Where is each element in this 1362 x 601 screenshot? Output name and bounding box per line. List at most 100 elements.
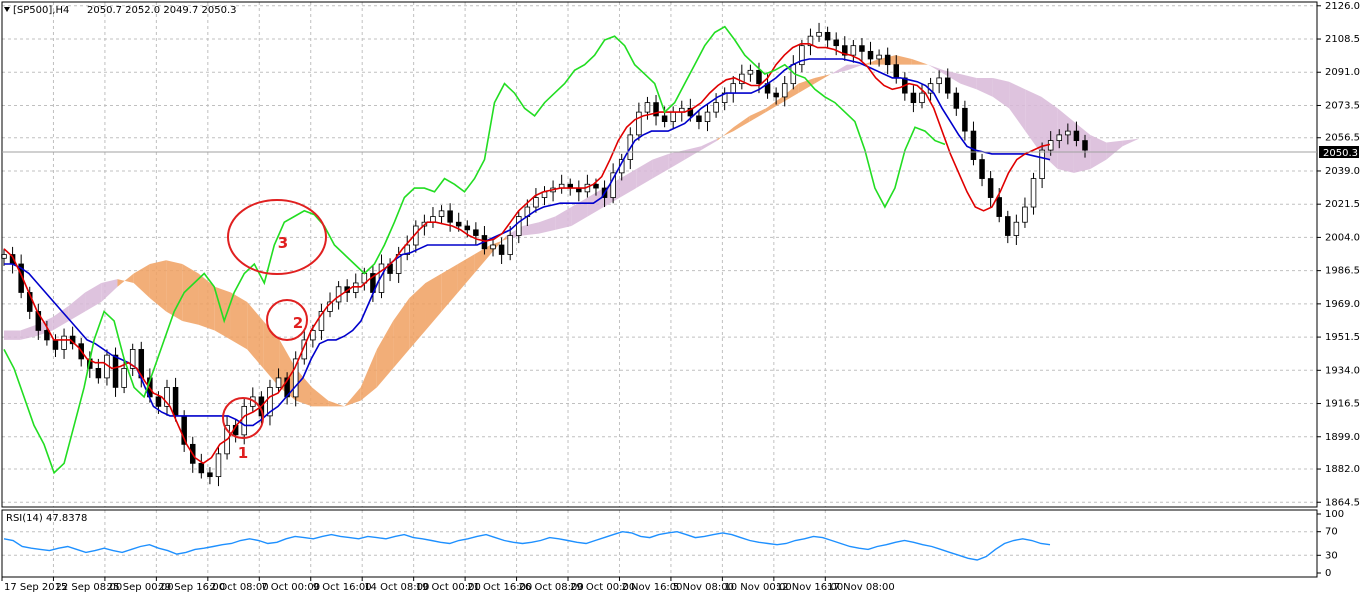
cloud-segment (441, 263, 458, 312)
cloud-segment (652, 153, 669, 179)
candle-body (464, 225, 471, 231)
candle-body (455, 221, 462, 227)
price-tick-label: 2021.5 (1325, 199, 1360, 210)
candle-body (893, 64, 900, 79)
cloud-segment (895, 55, 912, 65)
cloud-segment (247, 301, 264, 369)
cloud-segment (846, 64, 864, 71)
candle-body (824, 31, 831, 41)
cloud-segment (425, 273, 442, 331)
candle-body (833, 39, 839, 47)
candle-body (1082, 140, 1088, 151)
cloud-segment (701, 138, 718, 151)
candle-body (816, 31, 822, 37)
cloud-segment (230, 292, 248, 350)
price-tick-label: 2056.5 (1325, 133, 1360, 144)
cloud-segment (344, 387, 361, 407)
rsi-tick-label: 30 (1325, 550, 1338, 561)
rsi-line (3, 530, 1051, 561)
cloud-segment (474, 245, 491, 274)
cloud-segment (1025, 89, 1042, 154)
cloud-segment (944, 70, 961, 84)
time-tick-label: 29 Sep 16:00 (158, 582, 225, 593)
candle-body (318, 311, 325, 331)
price-tick-label: 1951.5 (1325, 332, 1360, 343)
candle-body (781, 83, 788, 98)
rsi-tick-label: 100 (1325, 509, 1344, 520)
cloud-segment (198, 273, 215, 331)
candle-body (1065, 130, 1071, 136)
candle-body (164, 386, 170, 407)
cloud-segment (166, 260, 183, 321)
cloud-segment (668, 150, 685, 170)
annotation-number: 3 (278, 234, 288, 252)
annotations: 1 2 3 (222, 199, 327, 462)
candle-body (919, 92, 925, 104)
time-tick-label: 21 Oct 16:00 (467, 582, 532, 593)
cloud-segment (133, 263, 150, 299)
cloud-segment (960, 74, 977, 90)
candle-body (807, 35, 814, 47)
candle-body (644, 102, 651, 113)
annotation-circle (222, 397, 264, 439)
candle-body (61, 335, 67, 350)
candle-body (1056, 134, 1063, 141)
time-tick-label: 29 Oct 00:00 (570, 582, 635, 593)
time-tick-label: 22 Sep 08:00 (55, 582, 122, 593)
candle-body (876, 54, 882, 60)
cloud-segment (360, 349, 377, 401)
candle-body (661, 115, 668, 123)
candle-body (593, 183, 599, 189)
cloud-segment (765, 96, 783, 113)
candle-body (1022, 206, 1028, 223)
candle-body (1005, 216, 1011, 236)
candle-body (670, 111, 676, 123)
price-tick-label: 2039.0 (1325, 166, 1360, 177)
price-tick-label: 1916.5 (1325, 399, 1360, 410)
candle-body (910, 92, 917, 104)
candle-body (155, 396, 162, 407)
time-tick-label: 7 Oct 00:00 (261, 582, 320, 593)
candle-body (610, 172, 616, 198)
candle-body (687, 107, 694, 117)
time-tick-label: 10 Nov 00:00 (724, 582, 791, 593)
candle-body (516, 216, 522, 236)
candle-body (404, 244, 410, 255)
annotation-circle (227, 199, 327, 275)
cloud-segment (684, 146, 702, 160)
candle-body (121, 368, 127, 388)
cloud-segment (749, 108, 766, 122)
cloud-segment (863, 58, 880, 65)
cloud-segment (1041, 96, 1058, 170)
time-tick-label: 2 Oct 08:00 (210, 582, 269, 593)
cloud-segment (85, 282, 102, 312)
candle-body (962, 107, 968, 132)
candle-body (953, 92, 960, 109)
price-tick-label: 1882.0 (1325, 464, 1360, 475)
candle-body (52, 339, 59, 350)
cloud-segment (992, 77, 1010, 109)
candle-body (378, 263, 385, 293)
candle-body (850, 45, 857, 56)
chart-menu-triangle-icon[interactable] (4, 7, 10, 12)
price-tick-label: 2073.5 (1325, 100, 1360, 111)
candle-body (335, 286, 342, 303)
cloud-segment (911, 58, 929, 65)
cloud-segment (68, 292, 86, 321)
price-tick-label: 1986.5 (1325, 266, 1360, 277)
cloud-segment (538, 216, 556, 234)
price-tick-label: 1934.0 (1325, 365, 1360, 376)
cloud-segment (409, 282, 426, 350)
cloud-segment (295, 368, 313, 407)
candle-body (884, 54, 891, 66)
cloud-segment (522, 222, 539, 236)
cloud-segment (312, 387, 329, 407)
candle-body (1073, 130, 1080, 141)
cloud-segment (571, 197, 588, 227)
annotation-circle (266, 299, 308, 341)
candle-body (842, 45, 848, 56)
time-tick-label: 26 Oct 08:00 (519, 582, 584, 593)
cloud-segment (733, 115, 750, 132)
